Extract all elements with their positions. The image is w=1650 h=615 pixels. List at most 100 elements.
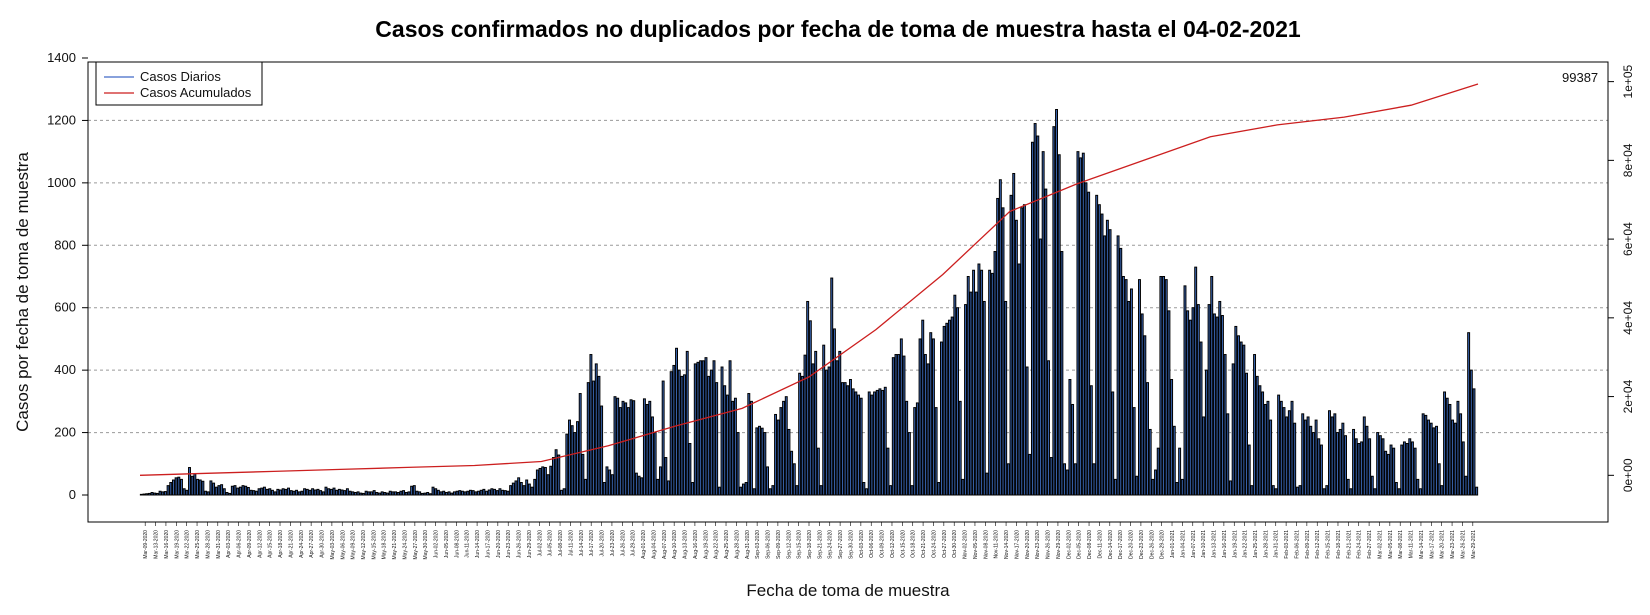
- plot-frame: [87, 61, 1609, 523]
- bar: [790, 450, 794, 496]
- bar-series: [139, 109, 1479, 496]
- bar: [485, 490, 489, 496]
- bar: [747, 393, 751, 496]
- bar: [367, 491, 371, 496]
- bar: [166, 485, 170, 496]
- x-tick-label: Dec-29-2020: [1160, 530, 1166, 559]
- bar: [1354, 438, 1358, 496]
- bar: [771, 485, 775, 496]
- bar: [768, 488, 772, 496]
- x-tick-label: Mar-20-2021: [1440, 530, 1446, 559]
- bar: [827, 366, 831, 496]
- bar: [276, 488, 280, 496]
- bar: [1394, 482, 1398, 496]
- bar: [1317, 438, 1321, 496]
- bar: [1111, 391, 1115, 496]
- bar: [950, 316, 954, 496]
- bar: [549, 465, 553, 496]
- x-tick-label: Jan-28-2021: [1263, 530, 1269, 558]
- bar: [576, 421, 579, 496]
- bar: [934, 407, 938, 496]
- cumulative-line-layer: [139, 83, 1479, 476]
- bar: [990, 272, 994, 496]
- x-tick-label: Jun-17-2020: [486, 530, 492, 558]
- bar: [431, 486, 435, 496]
- x-tick-label: Mar-29-2021: [1471, 530, 1477, 559]
- bar: [899, 338, 903, 496]
- bar: [1162, 276, 1166, 496]
- bar: [380, 491, 384, 496]
- bar: [471, 490, 475, 496]
- bar: [969, 291, 973, 496]
- bar: [741, 483, 745, 496]
- x-tick-label: Dec-08-2020: [1087, 530, 1093, 559]
- y-tick-label: 800: [54, 237, 76, 252]
- bar: [806, 300, 810, 496]
- x-tick-label: Nov-02-2020: [963, 530, 969, 559]
- x-tick-label: Sep-24-2020: [828, 530, 834, 559]
- bar: [840, 382, 844, 496]
- bar: [257, 488, 261, 496]
- bar: [1103, 235, 1107, 496]
- x-tick-label: Dec-05-2020: [1077, 530, 1083, 559]
- bar: [1301, 413, 1305, 496]
- bar: [717, 486, 721, 496]
- bar: [332, 487, 336, 496]
- bar: [1451, 419, 1455, 496]
- bar: [228, 492, 232, 496]
- x-tick-label: Dec-23-2020: [1139, 530, 1145, 559]
- y2-tick-label: 8e+04: [1621, 143, 1635, 177]
- x-tick-label: Jan-04-2021: [1180, 530, 1186, 558]
- bar: [447, 491, 451, 496]
- bar: [1154, 469, 1158, 496]
- bar: [305, 488, 309, 496]
- y-tick-label: 1400: [47, 50, 76, 65]
- bar: [656, 478, 660, 496]
- bar: [1140, 313, 1144, 496]
- y2-tick-label: 4e+04: [1621, 301, 1635, 335]
- x-tick-label: Jan-10-2021: [1201, 530, 1207, 558]
- bar: [648, 400, 652, 496]
- bar: [755, 427, 759, 496]
- bar: [1314, 419, 1318, 496]
- y-axis-right: 0e+00 2e+04 4e+04 6e+04 8e+04 1e+05: [1608, 64, 1635, 492]
- bar: [1285, 416, 1289, 496]
- x-tick-label: May-15-2020: [371, 530, 377, 560]
- x-tick-label: Nov-11-2020: [994, 530, 1000, 559]
- bar: [736, 432, 740, 496]
- x-tick-label: Jan-22-2021: [1243, 530, 1249, 558]
- x-tick-label: Jul-23-2020: [610, 530, 616, 557]
- bar: [426, 492, 430, 496]
- bar: [359, 492, 363, 496]
- bar: [1180, 478, 1184, 496]
- bar: [265, 488, 269, 496]
- bar: [436, 489, 440, 496]
- bar: [145, 493, 149, 496]
- x-tick-label: Jun-26-2020: [517, 530, 523, 558]
- bar: [693, 363, 697, 496]
- bar: [814, 350, 818, 496]
- bar: [386, 492, 390, 496]
- bar: [364, 490, 368, 496]
- x-tick-label: Jul-11-2020: [568, 530, 574, 556]
- bar: [541, 466, 545, 496]
- bar: [383, 492, 387, 496]
- bar: [1172, 425, 1176, 496]
- bar: [206, 491, 210, 496]
- bar: [672, 364, 676, 496]
- bar: [894, 354, 898, 496]
- bar: [348, 490, 352, 496]
- bar: [843, 382, 847, 496]
- bar: [1456, 400, 1460, 496]
- bar: [375, 492, 379, 496]
- x-tick-label: May-06-2020: [340, 530, 346, 560]
- x-tick-label: Sep-12-2020: [786, 530, 792, 559]
- bar: [1429, 422, 1433, 496]
- x-tick-label: Jul-08-2020: [558, 530, 564, 557]
- bar: [340, 489, 344, 496]
- bar: [937, 482, 941, 496]
- bar: [415, 490, 419, 496]
- bar: [1012, 172, 1016, 496]
- bar: [779, 407, 783, 496]
